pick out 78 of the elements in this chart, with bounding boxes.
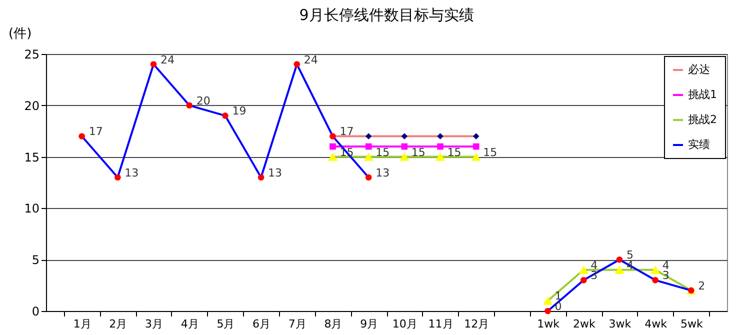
- point: [150, 61, 157, 68]
- chart-title: 9月长停线件数目标与实绩: [299, 6, 474, 24]
- x-tick-label: 8月: [324, 318, 342, 330]
- point: [471, 152, 481, 161]
- x-tick-label: 12月: [464, 318, 490, 330]
- x-tick-label: 10月: [392, 318, 418, 330]
- y-tick-label: 15: [24, 150, 40, 164]
- point: [543, 296, 553, 305]
- point: [650, 266, 660, 274]
- point: [616, 256, 623, 263]
- point: [365, 133, 372, 140]
- x-tick-label: 3月: [145, 318, 164, 330]
- point: [544, 308, 551, 314]
- data-label: 13: [268, 166, 282, 180]
- y-tick-label: 20: [24, 98, 40, 113]
- point: [365, 174, 372, 181]
- point: [436, 152, 446, 161]
- x-tick-label: 2月: [109, 318, 128, 330]
- x-tick-label: 6月: [252, 318, 271, 330]
- data-label: 13: [376, 166, 390, 180]
- data-label: 13: [124, 166, 139, 180]
- point: [614, 266, 624, 274]
- data-label: 1: [554, 290, 562, 303]
- point: [580, 277, 587, 284]
- point: [186, 102, 193, 109]
- y-tick-label: 25: [24, 48, 40, 62]
- data-label: 17: [88, 125, 103, 138]
- point: [437, 143, 444, 150]
- x-tick-label: 1wk: [537, 318, 560, 330]
- point: [258, 174, 264, 181]
- data-label: 17: [340, 125, 354, 138]
- y-axis-title: (件): [8, 26, 32, 42]
- point: [222, 112, 228, 119]
- x-tick-label: 4wk: [644, 318, 668, 330]
- point: [330, 143, 336, 150]
- point: [437, 133, 444, 140]
- point: [365, 143, 372, 150]
- legend-label: 实绩: [688, 138, 710, 151]
- point: [114, 174, 121, 181]
- data-label: 0: [554, 300, 562, 313]
- y-tick-label: 5: [32, 253, 40, 268]
- legend-label: 必达: [688, 63, 710, 76]
- data-label: 15: [376, 146, 390, 159]
- y-tick-label: 10: [24, 202, 40, 216]
- data-label: 15: [447, 146, 462, 159]
- point: [328, 152, 338, 161]
- point: [652, 277, 658, 284]
- x-tick-label: 7月: [288, 318, 306, 330]
- point: [472, 143, 480, 150]
- legend-label: 挑战1: [688, 88, 717, 101]
- data-label: 20: [196, 94, 210, 108]
- data-label: 15: [483, 146, 498, 159]
- point: [78, 133, 86, 140]
- data-label: 4: [662, 258, 670, 272]
- data-label: 24: [304, 53, 318, 66]
- point: [401, 133, 408, 140]
- point: [294, 61, 300, 68]
- data-label: 4: [590, 258, 598, 272]
- x-tick-label: 9月: [360, 318, 378, 330]
- data-label: 19: [232, 104, 246, 118]
- x-tick-label: 11月: [428, 318, 454, 330]
- x-tick-label: 5wk: [680, 318, 704, 330]
- point: [401, 143, 408, 150]
- point: [472, 133, 480, 140]
- point: [578, 266, 588, 274]
- data-label: 2: [698, 279, 706, 292]
- point: [364, 152, 374, 161]
- data-label: 15: [411, 146, 426, 159]
- x-tick-label: 5月: [216, 318, 235, 330]
- x-tick-label: 1月: [73, 318, 92, 330]
- x-tick-label: 3wk: [608, 318, 632, 330]
- point: [400, 152, 410, 161]
- y-tick-label: 0: [32, 304, 40, 318]
- data-label: 5: [626, 248, 634, 262]
- x-tick-label: 4月: [180, 318, 199, 330]
- data-label: 24: [160, 53, 175, 66]
- x-tick-label: 2wk: [572, 318, 596, 330]
- legend-label: 挑战2: [688, 113, 717, 126]
